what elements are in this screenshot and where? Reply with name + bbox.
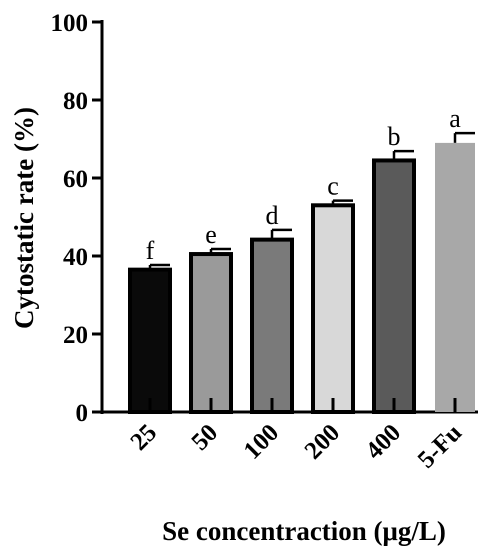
y-tick-label-4: 80 — [63, 88, 88, 115]
significance-label-2: d — [266, 201, 279, 230]
x-tick-label-5: 5-Fu — [413, 419, 468, 474]
bar-0 — [128, 267, 172, 414]
significance-label-5: a — [449, 104, 461, 133]
y-tick-label-0: 0 — [76, 400, 89, 427]
x-axis-label: Se concentraction (μg/L) — [162, 516, 446, 546]
bar-5 — [435, 142, 475, 412]
x-tick-label-0: 25 — [125, 419, 162, 456]
bar-4 — [372, 158, 416, 414]
significance-label-0: f — [146, 236, 155, 265]
bars — [128, 131, 475, 414]
y-tick-label-3: 60 — [63, 166, 88, 193]
significance-label-3: c — [327, 172, 339, 201]
significance-label-4: b — [388, 122, 401, 151]
x-tick-label-2: 100 — [239, 419, 285, 465]
bar-2 — [250, 237, 294, 414]
y-tick-label-5: 100 — [51, 10, 89, 37]
y-tick-label-2: 40 — [63, 244, 88, 271]
labels: 0 20 40 60 80 100 f 25 e 50 d 100 c 200 b 400 a 5-Fu — [51, 10, 468, 474]
significance-label-1: e — [205, 220, 217, 249]
x-tick-label-1: 50 — [186, 419, 223, 456]
y-axis-label: Cytostatic rate (%) — [9, 107, 39, 329]
x-tick-label-3: 200 — [300, 419, 346, 465]
bar-3 — [311, 203, 355, 414]
bar-1 — [189, 252, 233, 414]
y-tick-label-1: 20 — [63, 322, 88, 349]
x-tick-label-4: 400 — [361, 419, 407, 465]
